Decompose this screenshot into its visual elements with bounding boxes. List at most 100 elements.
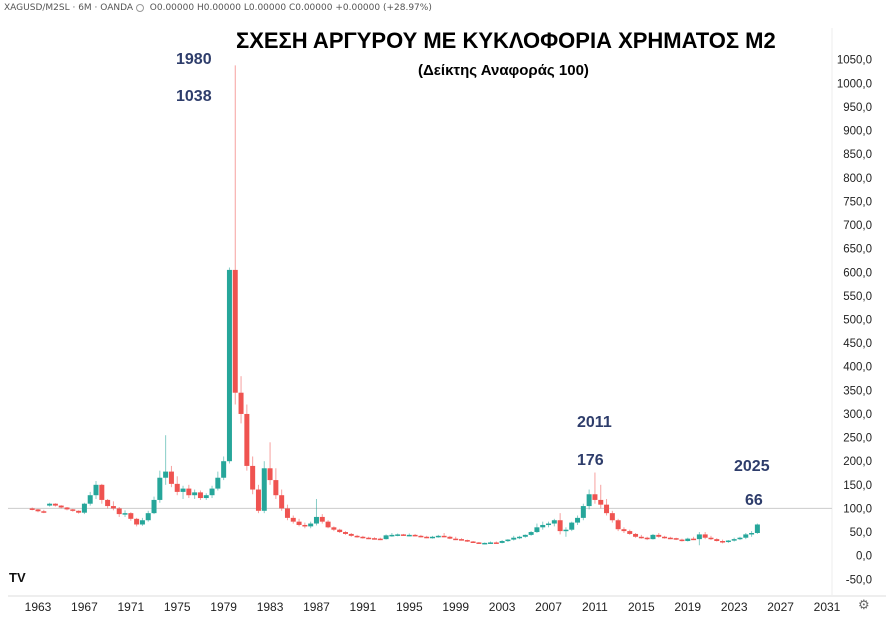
x-tick-label: 1995: [396, 600, 423, 614]
chart-title: ΣΧΕΣΗ ΑΡΓΥΡΟΥ ΜΕ ΚΥΚΛΟΦΟΡΙΑ ΧΡΗΜΑΤΟΣ Μ2: [236, 28, 776, 53]
candle-body: [395, 534, 401, 536]
status-dot-icon: [135, 3, 144, 12]
candle-body: [41, 511, 47, 513]
candle-body: [517, 536, 523, 539]
x-tick-label: 1987: [303, 600, 330, 614]
candle-body: [511, 537, 517, 540]
candle-body: [470, 541, 476, 543]
candle-body: [534, 527, 540, 533]
y-tick-label: 650,0: [843, 244, 872, 256]
candle-body: [47, 503, 53, 506]
candle-body: [58, 505, 64, 508]
y-tick-label: 800,0: [843, 173, 872, 185]
candle-body: [580, 506, 586, 518]
x-tick-label: 1971: [117, 600, 144, 614]
candle-body: [546, 523, 552, 526]
candle-body: [551, 520, 557, 524]
candle-body: [360, 536, 366, 539]
x-tick-label: 1979: [210, 600, 237, 614]
candle-body: [64, 507, 70, 510]
candle-body: [488, 542, 494, 544]
high-value: H0.00000: [196, 3, 241, 13]
candle-body: [35, 509, 41, 512]
candle-body: [337, 529, 343, 533]
candle-body: [633, 533, 639, 537]
candle-body: [371, 538, 377, 540]
open-value: O0.00000: [149, 3, 195, 13]
candle-body: [163, 471, 169, 478]
candle-body: [290, 517, 296, 522]
y-tick-label: 350,0: [843, 385, 872, 397]
x-tick-label: 2007: [535, 600, 562, 614]
candle-body: [232, 269, 238, 393]
candle-body: [749, 532, 755, 535]
gear-icon[interactable]: ⚙: [858, 597, 870, 612]
x-tick-label: 1999: [442, 600, 469, 614]
candle-body: [598, 499, 604, 505]
candle-body: [192, 492, 198, 496]
candle-body: [662, 536, 668, 539]
candle-body: [586, 494, 592, 507]
candle-body: [650, 534, 656, 540]
y-tick-label: 100,0: [843, 503, 872, 515]
candle-body: [203, 495, 209, 499]
candle-body: [459, 539, 465, 541]
annotation-1980-year: 1980: [176, 51, 212, 68]
x-tick-label: 2031: [814, 600, 841, 614]
candle-body: [604, 504, 610, 514]
chart-header: XAGUSD/M2SL · 6M · OANDA O0.00000 H0.000…: [4, 3, 432, 13]
y-tick-label: 400,0: [843, 362, 872, 374]
x-tick-label: 1991: [350, 600, 377, 614]
y-tick-label: 300,0: [843, 409, 872, 421]
candle-body: [354, 535, 360, 538]
y-tick-label: 0,0: [856, 551, 872, 563]
candle-body: [522, 534, 528, 537]
candle-body: [87, 495, 93, 504]
candle-body: [168, 471, 174, 484]
candle-body: [261, 468, 267, 511]
candle-body: [145, 513, 151, 521]
candle-body: [244, 413, 250, 466]
candle-body: [493, 542, 499, 544]
candle-body: [348, 533, 354, 536]
candle-body: [430, 536, 435, 539]
candle-body: [667, 537, 673, 540]
chart-subtitle: (Δείκτης Αναφοράς 100): [418, 62, 589, 79]
candle-body: [284, 508, 290, 518]
candle-body: [209, 488, 215, 496]
y-tick-label: 1050,0: [837, 55, 872, 67]
candle-body: [621, 529, 627, 532]
candle-body: [737, 537, 743, 540]
candle-body: [279, 495, 285, 509]
y-tick-label: -50,0: [846, 574, 872, 586]
candle-body: [128, 513, 134, 519]
candle-body: [29, 508, 35, 510]
candle-body: [215, 477, 221, 489]
low-value: L0.00000: [243, 3, 287, 13]
annotation-2011-value: 176: [577, 452, 604, 469]
y-tick-label: 600,0: [843, 267, 872, 279]
candle-body: [702, 534, 708, 538]
candle-body: [134, 518, 140, 525]
candle-body: [157, 477, 163, 500]
candle-body: [226, 269, 232, 462]
candle-body: [302, 524, 308, 527]
candle-body: [400, 534, 406, 536]
annotation-2025-value: 66: [745, 492, 763, 509]
candle-body: [673, 538, 679, 540]
candle-body: [105, 499, 111, 507]
candle-body: [708, 537, 714, 540]
candle-body: [754, 524, 760, 533]
candle-body: [296, 521, 302, 525]
candle-body: [406, 534, 412, 537]
y-tick-label: 200,0: [843, 456, 872, 468]
candle-body: [638, 536, 644, 539]
y-tick-label: 950,0: [843, 102, 872, 114]
candle-body: [238, 392, 244, 414]
x-tick-label: 2027: [767, 600, 794, 614]
candle-body: [615, 520, 621, 530]
tradingview-logo-icon[interactable]: TV: [9, 570, 26, 585]
candle-body: [267, 468, 273, 481]
x-tick-label: 2019: [674, 600, 701, 614]
